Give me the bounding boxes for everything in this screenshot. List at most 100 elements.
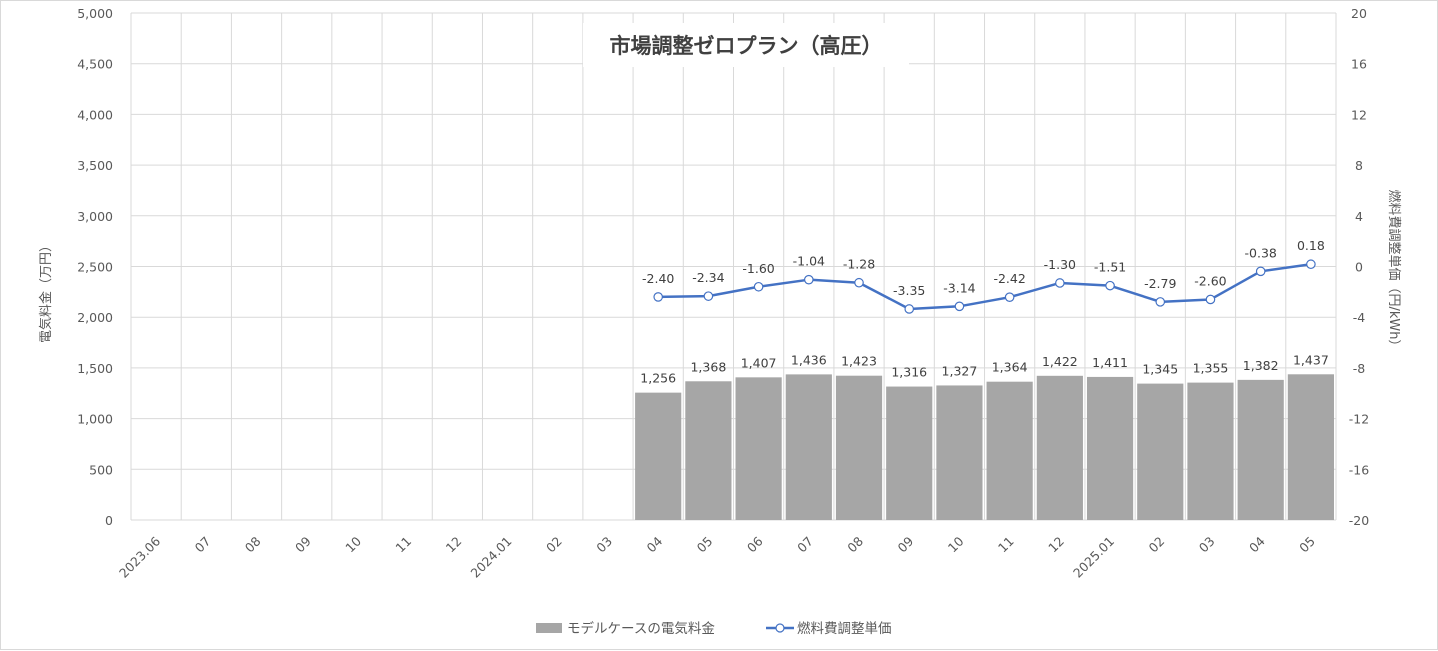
left-axis-tick-label: 3,000 bbox=[77, 209, 113, 224]
line-data-label: -2.42 bbox=[993, 271, 1025, 286]
bar-data-label: 1,437 bbox=[1293, 352, 1329, 367]
x-axis-tick-label: 12 bbox=[443, 534, 465, 556]
left-axis-tick-label: 3,500 bbox=[77, 158, 113, 173]
x-axis-tick-label: 09 bbox=[894, 533, 916, 555]
line-data-label: -3.35 bbox=[893, 283, 925, 298]
right-axis-title: 燃料費調整単価（円/kWh） bbox=[1386, 189, 1402, 352]
right-axis-tick-label: -12 bbox=[1349, 412, 1369, 427]
bar-09 bbox=[886, 386, 933, 520]
grid-lines bbox=[130, 12, 1337, 521]
line-point-12 bbox=[1055, 278, 1065, 288]
x-axis-tick-label: 09 bbox=[292, 533, 314, 555]
line-data-label: -2.79 bbox=[1144, 276, 1176, 291]
right-axis-tick-label: 16 bbox=[1351, 57, 1367, 72]
x-axis-tick-label: 08 bbox=[242, 533, 264, 555]
line-point-03 bbox=[1205, 294, 1216, 305]
left-axis-tick-label: 1,500 bbox=[77, 361, 113, 376]
x-axis-tick-label: 11 bbox=[392, 534, 414, 556]
bar-data-label: 1,382 bbox=[1243, 358, 1279, 373]
x-axis-tick-label: 2025.01 bbox=[1070, 534, 1117, 581]
legend-item-line[interactable]: 燃料費調整単価 bbox=[766, 620, 892, 637]
legend: モデルケースの電気料金 燃料費調整単価 bbox=[536, 620, 892, 637]
line-point-05 bbox=[1306, 259, 1316, 270]
right-axis-tick-label: 12 bbox=[1351, 107, 1367, 122]
bar-05 bbox=[685, 381, 732, 520]
bar-12 bbox=[1036, 375, 1083, 520]
bar-data-label: 1,316 bbox=[891, 365, 927, 380]
bar-04 bbox=[1237, 379, 1284, 520]
left-axis-tick-label: 4,500 bbox=[77, 57, 113, 72]
x-axis-tick-label: 05 bbox=[1296, 534, 1318, 556]
x-axis-tick-label: 2023.06 bbox=[116, 533, 163, 580]
bar-data-label: 1,355 bbox=[1193, 361, 1229, 376]
bar-data-label: 1,422 bbox=[1042, 354, 1078, 369]
line-data-label: 0.18 bbox=[1297, 238, 1325, 253]
legend-line-marker bbox=[775, 623, 785, 633]
x-axis-tick-label: 02 bbox=[543, 534, 565, 556]
legend-line-label: 燃料費調整単価 bbox=[797, 620, 892, 637]
right-axis-tick-label: 0 bbox=[1355, 260, 1363, 275]
legend-item-bar[interactable]: モデルケースの電気料金 bbox=[536, 620, 715, 637]
bar-03 bbox=[1187, 382, 1234, 520]
right-axis-tick-label: -8 bbox=[1353, 361, 1366, 376]
right-axis-tick-label: -4 bbox=[1353, 310, 1366, 325]
line-data-label: -1.04 bbox=[793, 254, 825, 269]
left-axis-tick-label: 4,000 bbox=[77, 107, 113, 122]
x-axis-tick-label: 02 bbox=[1146, 534, 1168, 556]
chart-title: 市場調整ゼロプラン（高圧） bbox=[583, 23, 909, 67]
bar-04 bbox=[635, 392, 682, 520]
right-axis-tick-label: 8 bbox=[1355, 158, 1363, 173]
x-axis-tick-label: 08 bbox=[844, 533, 866, 555]
bar-data-label: 1,423 bbox=[841, 354, 877, 369]
x-axis-tick-label: 12 bbox=[1045, 534, 1067, 556]
bar-data-label: 1,436 bbox=[791, 352, 827, 367]
line-point-06 bbox=[753, 281, 764, 292]
bar-data-label: 1,407 bbox=[741, 355, 777, 370]
bar-data-label: 1,327 bbox=[942, 363, 978, 378]
bar-05 bbox=[1287, 374, 1334, 520]
bar-06 bbox=[735, 377, 782, 520]
legend-bar-label: モデルケースの電気料金 bbox=[567, 620, 715, 637]
line-data-label: -1.30 bbox=[1044, 257, 1076, 272]
line-point-09 bbox=[904, 304, 915, 314]
bar-data-label: 1,368 bbox=[690, 359, 726, 374]
bar-series bbox=[635, 374, 1334, 520]
line-data-label: -0.38 bbox=[1245, 245, 1277, 260]
bar-11 bbox=[986, 381, 1033, 520]
line-data-label: -3.14 bbox=[943, 280, 975, 295]
line-point-07 bbox=[804, 274, 814, 285]
chart-title-text: 市場調整ゼロプラン（高圧） bbox=[610, 34, 883, 58]
chart-title-background bbox=[583, 23, 909, 67]
right-axis-tick-label: 4 bbox=[1355, 209, 1363, 224]
x-axis-tick-label: 11 bbox=[995, 534, 1017, 556]
x-axis-tick-label: 2024.01 bbox=[468, 534, 515, 581]
line-data-label: -2.34 bbox=[692, 270, 724, 285]
right-axis-tick-label: -20 bbox=[1349, 513, 1369, 528]
line-data-label: -1.28 bbox=[843, 257, 875, 272]
left-axis-tick-label: 500 bbox=[89, 462, 113, 477]
left-axis-tick-label: 2,000 bbox=[77, 310, 113, 325]
line-point-05 bbox=[703, 291, 714, 301]
line-point-2025.01 bbox=[1105, 280, 1115, 291]
line-point-04 bbox=[1255, 266, 1266, 277]
left-axis-ticks: 0 500 1,000 1,500 2,000 2,500 3,000 3,500 4,000 4… bbox=[77, 6, 113, 528]
x-axis-tick-label: 10 bbox=[945, 533, 967, 555]
x-axis-tick-label: 07 bbox=[794, 534, 816, 556]
line-data-label: -1.60 bbox=[742, 261, 774, 276]
bar-data-label: 1,411 bbox=[1092, 355, 1128, 370]
bar-08 bbox=[835, 375, 883, 520]
bar-data-labels: 1,256 1,368 1,407 1,436 1,423 1,316 1,327 1,364… bbox=[640, 352, 1329, 385]
x-axis-tick-label: 03 bbox=[1196, 534, 1218, 556]
line-data-labels: -2.40 -2.34 -1.60 -1.04 -1.28 -3.35 -3.14 -2.42… bbox=[642, 238, 1325, 298]
bar-data-label: 1,364 bbox=[992, 360, 1028, 375]
bar-data-label: 1,256 bbox=[640, 371, 676, 386]
left-axis-tick-label: 0 bbox=[105, 513, 113, 528]
x-axis-tick-label: 04 bbox=[643, 533, 665, 555]
right-axis-tick-label: 20 bbox=[1351, 6, 1367, 21]
x-axis-tick-label: 05 bbox=[694, 534, 716, 556]
line-data-label: -1.51 bbox=[1094, 260, 1126, 275]
fuel-cost-line bbox=[658, 262, 1312, 311]
bar-10 bbox=[936, 385, 983, 520]
